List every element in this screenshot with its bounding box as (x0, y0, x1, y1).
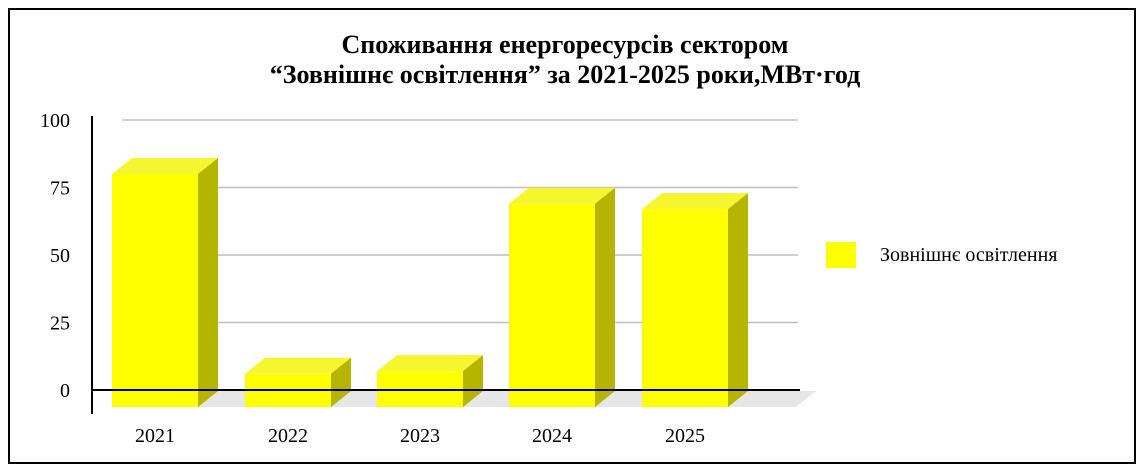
y-tick-label: 100 (40, 110, 70, 132)
x-tick-label: 2021 (135, 425, 175, 447)
x-tick-label: 2024 (532, 425, 572, 447)
y-tick-label: 50 (50, 245, 70, 267)
bar (642, 209, 728, 407)
bar-top (509, 187, 615, 204)
chart-title-line-1: Споживання енергоресурсів сектором (341, 30, 789, 59)
x-tick-label: 2022 (268, 425, 308, 447)
bar-side (331, 357, 351, 407)
y-tick-label: 75 (50, 178, 70, 200)
y-tick-label: 0 (60, 380, 70, 402)
chart-frame: Споживання енергоресурсів сектором “Зовн… (8, 8, 1136, 464)
legend: Зовнішнє освітлення (826, 242, 1058, 268)
bar-side (728, 193, 748, 407)
bar (112, 174, 198, 407)
bar-top (112, 158, 218, 174)
chart-title: Споживання енергоресурсів сектором “Зовн… (10, 30, 1120, 90)
legend-swatch (826, 242, 856, 268)
legend-label: Зовнішнє освітлення (880, 243, 1058, 266)
x-tick-label: 2025 (665, 425, 705, 447)
bar-top (377, 355, 483, 372)
bar-top (245, 357, 351, 374)
bar-side (463, 355, 483, 407)
chart-title-line-2: “Зовнішнє освітлення” за 2021-2025 роки,… (269, 60, 861, 89)
bar-side (595, 187, 615, 407)
x-tick-label: 2023 (400, 425, 440, 447)
bar-chart: 100 75 50 25 0 2021 2022 2023 2024 2025 (40, 110, 816, 447)
bar (509, 203, 595, 407)
bar-top (642, 193, 748, 210)
y-tick-label: 25 (50, 313, 70, 335)
bar-side (198, 158, 218, 407)
